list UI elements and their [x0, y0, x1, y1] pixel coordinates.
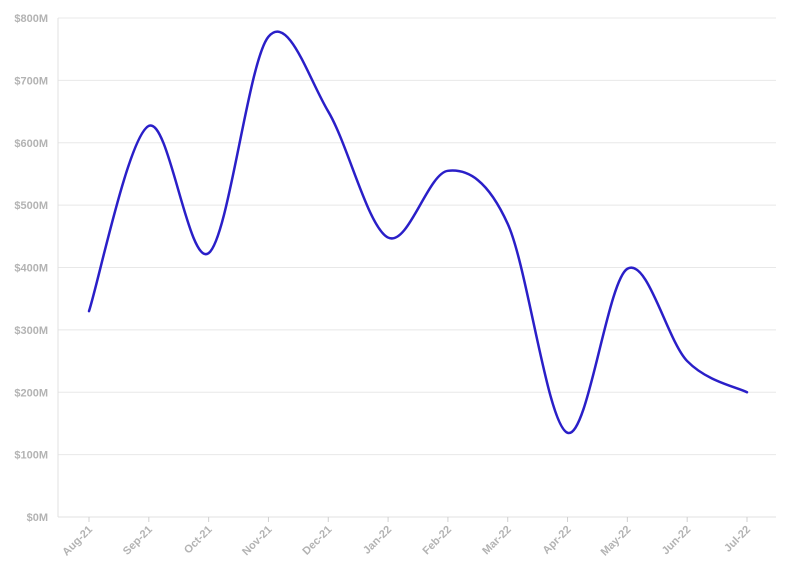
data-point — [445, 168, 451, 174]
y-tick-label: $100M — [14, 450, 48, 462]
data-point — [744, 389, 750, 395]
y-tick-label: $300M — [14, 325, 48, 337]
series-layer — [86, 30, 750, 436]
x-tick-label: Dec-21 — [300, 524, 334, 558]
data-point — [684, 358, 690, 364]
y-tick-label: $800M — [14, 13, 48, 25]
x-tick-label: Jul-22 — [722, 524, 753, 555]
data-point — [206, 250, 212, 256]
axes — [57, 18, 776, 518]
y-axis-tick-labels: $0M $100M $200M $300M $400M $500M $600M $700M $8… — [14, 13, 48, 524]
y-tick-label: $0M — [27, 512, 48, 524]
data-point — [385, 235, 391, 241]
y-tick-label: $400M — [14, 263, 48, 275]
x-tick-label: Aug-21 — [60, 524, 95, 559]
y-tick-label: $200M — [14, 387, 48, 399]
x-tick-label: Jan-22 — [361, 524, 394, 557]
data-point — [146, 123, 152, 129]
data-point — [265, 34, 271, 40]
x-axis-tick-labels: Aug-21 Sep-21 Oct-21 Nov-21 Dec-21 Jan-22 Feb-… — [60, 517, 753, 558]
x-tick-label: Mar-22 — [480, 524, 514, 558]
y-tick-label: $700M — [14, 75, 48, 87]
x-tick-label: Sep-21 — [121, 524, 155, 558]
y-tick-label: $500M — [14, 200, 48, 212]
x-tick-label: Jun-22 — [660, 524, 694, 558]
series-line — [87, 30, 749, 435]
data-point — [86, 308, 92, 314]
data-point — [565, 430, 571, 436]
x-tick-label: Nov-21 — [240, 524, 274, 558]
y-tick-label: $600M — [14, 138, 48, 150]
data-point — [325, 109, 331, 115]
x-tick-label: Feb-22 — [420, 524, 454, 558]
x-tick-label: Apr-22 — [541, 524, 574, 557]
data-point — [505, 221, 511, 227]
x-tick-label: Oct-21 — [182, 524, 215, 557]
data-point — [624, 266, 630, 272]
x-tick-label: May-22 — [599, 524, 634, 559]
gridlines — [58, 17, 776, 518]
